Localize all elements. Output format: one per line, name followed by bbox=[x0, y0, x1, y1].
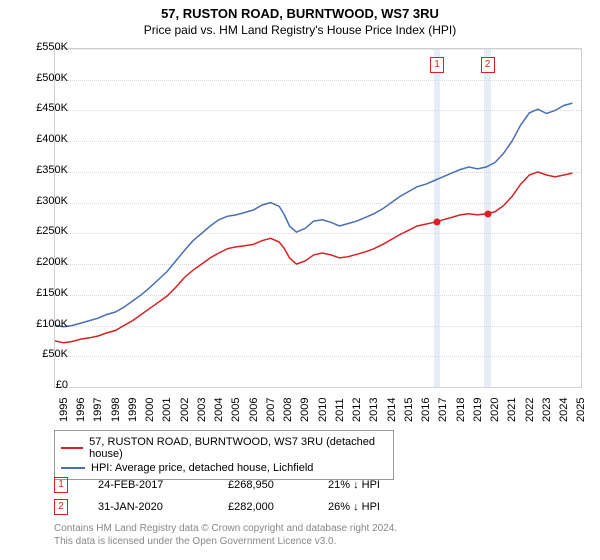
x-axis-label: 2007 bbox=[265, 398, 277, 422]
x-axis-label: 2025 bbox=[575, 398, 587, 422]
series-property bbox=[55, 172, 572, 343]
x-axis-label: 2003 bbox=[196, 398, 208, 422]
x-axis-label: 2019 bbox=[472, 398, 484, 422]
x-axis-label: 2005 bbox=[230, 398, 242, 422]
series-hpi bbox=[55, 103, 572, 327]
footer-line-2: This data is licensed under the Open Gov… bbox=[54, 535, 397, 548]
y-axis-label: £300K bbox=[24, 195, 68, 207]
legend-label: HPI: Average price, detached house, Lich… bbox=[91, 462, 313, 474]
x-axis-label: 2002 bbox=[179, 398, 191, 422]
x-axis-label: 2008 bbox=[282, 398, 294, 422]
x-axis-label: 2014 bbox=[386, 398, 398, 422]
y-axis-label: £250K bbox=[24, 225, 68, 237]
x-axis-label: 2022 bbox=[524, 398, 536, 422]
plot-area: 12 bbox=[54, 48, 582, 388]
x-axis-label: 2016 bbox=[420, 398, 432, 422]
y-axis-label: £200K bbox=[24, 256, 68, 268]
sales-row: 1 24-FEB-2017 £268,950 21% ↓ HPI bbox=[54, 474, 418, 496]
legend-swatch bbox=[61, 467, 85, 469]
chart-container: 57, RUSTON ROAD, BURNTWOOD, WS7 3RU Pric… bbox=[0, 0, 600, 560]
sales-row-price: £282,000 bbox=[228, 501, 298, 513]
y-axis-label: £0 bbox=[24, 379, 68, 391]
x-axis-label: 1998 bbox=[110, 398, 122, 422]
x-axis-label: 2024 bbox=[558, 398, 570, 422]
legend: 57, RUSTON ROAD, BURNTWOOD, WS7 3RU (det… bbox=[54, 430, 394, 480]
y-axis-label: £500K bbox=[24, 72, 68, 84]
sale-marker bbox=[484, 210, 491, 217]
x-axis-label: 1995 bbox=[58, 398, 70, 422]
gridline bbox=[55, 387, 581, 388]
chart-title: 57, RUSTON ROAD, BURNTWOOD, WS7 3RU bbox=[0, 0, 600, 21]
chart-subtitle: Price paid vs. HM Land Registry's House … bbox=[0, 21, 600, 37]
sales-table: 1 24-FEB-2017 £268,950 21% ↓ HPI 2 31-JAN-202… bbox=[54, 474, 418, 518]
x-axis-label: 2023 bbox=[541, 398, 553, 422]
sale-marker bbox=[433, 218, 440, 225]
x-axis-label: 2013 bbox=[368, 398, 380, 422]
x-axis-label: 2001 bbox=[161, 398, 173, 422]
y-axis-label: £100K bbox=[24, 318, 68, 330]
sales-row-price: £268,950 bbox=[228, 479, 298, 491]
footer-text: Contains HM Land Registry data © Crown c… bbox=[54, 522, 397, 548]
y-axis-label: £350K bbox=[24, 164, 68, 176]
legend-row: 57, RUSTON ROAD, BURNTWOOD, WS7 3RU (det… bbox=[61, 435, 387, 461]
sale-number-box: 1 bbox=[430, 57, 444, 73]
footer-line-1: Contains HM Land Registry data © Crown c… bbox=[54, 522, 397, 535]
chart-svg bbox=[55, 49, 581, 387]
sales-row-date: 31-JAN-2020 bbox=[98, 501, 198, 513]
x-axis-label: 1997 bbox=[92, 398, 104, 422]
sales-row-date: 24-FEB-2017 bbox=[98, 479, 198, 491]
x-axis-label: 2015 bbox=[403, 398, 415, 422]
x-axis-label: 2009 bbox=[299, 398, 311, 422]
x-axis-label: 2021 bbox=[506, 398, 518, 422]
y-axis-label: £50K bbox=[24, 348, 68, 360]
y-axis-label: £150K bbox=[24, 287, 68, 299]
x-axis-label: 2006 bbox=[248, 398, 260, 422]
x-axis-label: 1996 bbox=[75, 398, 87, 422]
sales-row-diff: 26% ↓ HPI bbox=[328, 501, 418, 513]
y-axis-label: £450K bbox=[24, 102, 68, 114]
sales-row-number: 2 bbox=[54, 499, 68, 515]
sales-row-number: 1 bbox=[54, 477, 68, 493]
legend-swatch bbox=[61, 447, 83, 449]
x-axis-label: 2018 bbox=[455, 398, 467, 422]
sale-number-box: 2 bbox=[481, 57, 495, 73]
y-axis-label: £550K bbox=[24, 41, 68, 53]
x-axis-label: 2012 bbox=[351, 398, 363, 422]
x-axis-label: 2011 bbox=[334, 398, 346, 422]
sales-row: 2 31-JAN-2020 £282,000 26% ↓ HPI bbox=[54, 496, 418, 518]
x-axis-label: 2010 bbox=[317, 398, 329, 422]
legend-row: HPI: Average price, detached house, Lich… bbox=[61, 461, 387, 475]
x-axis-label: 2004 bbox=[213, 398, 225, 422]
x-axis-label: 2020 bbox=[489, 398, 501, 422]
x-axis-label: 2017 bbox=[437, 398, 449, 422]
x-axis-label: 2000 bbox=[144, 398, 156, 422]
x-axis-label: 1999 bbox=[127, 398, 139, 422]
sales-row-diff: 21% ↓ HPI bbox=[328, 479, 418, 491]
legend-label: 57, RUSTON ROAD, BURNTWOOD, WS7 3RU (det… bbox=[89, 436, 387, 460]
y-axis-label: £400K bbox=[24, 133, 68, 145]
